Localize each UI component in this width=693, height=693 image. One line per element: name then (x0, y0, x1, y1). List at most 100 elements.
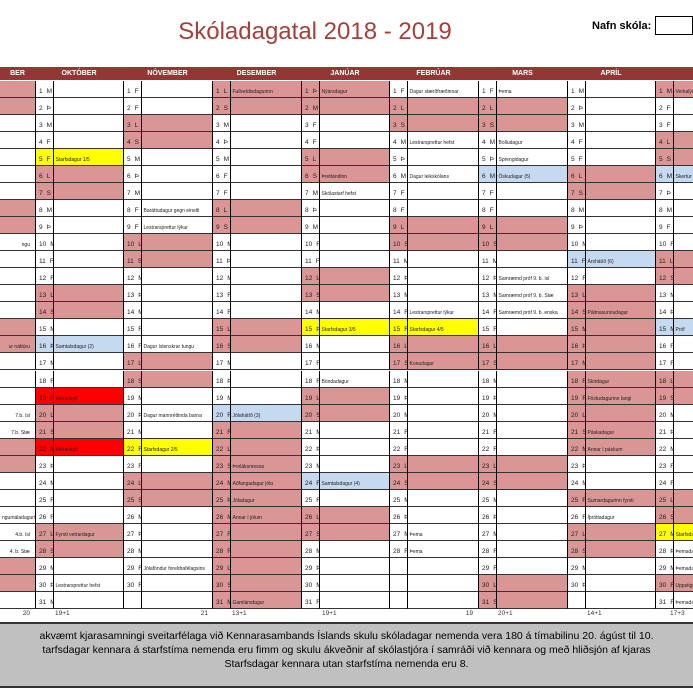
day-cell[interactable]: 30S (212, 574, 231, 592)
event-cell[interactable]: Þorláksmessa (230, 455, 301, 473)
event-cell[interactable]: Starfsdagur 5/5 (673, 523, 693, 541)
day-cell[interactable]: 11 F (567, 251, 586, 269)
event-cell[interactable]: Samtalsdagur (2) (53, 336, 123, 354)
event-cell[interactable] (496, 557, 567, 575)
event-cell[interactable] (585, 557, 655, 575)
event-cell[interactable]: Nýársdagur (319, 81, 389, 98)
event-cell[interactable] (53, 319, 123, 337)
event-cell[interactable]: Aðfangadagur jóla (230, 472, 301, 490)
day-cell[interactable]: 23M (301, 455, 320, 473)
day-cell[interactable]: 28S (567, 540, 586, 558)
event-cell[interactable] (673, 200, 693, 218)
day-cell[interactable]: 17M (567, 353, 586, 371)
event-cell[interactable] (53, 183, 123, 201)
event-cell[interactable] (53, 302, 123, 320)
event-cell[interactable]: Starfsdagur 4/5 (407, 319, 478, 337)
day-cell[interactable]: 21M (301, 421, 320, 439)
day-cell[interactable]: 16 L (478, 336, 497, 354)
event-cell[interactable] (230, 268, 301, 286)
day-cell[interactable]: 25 L (655, 489, 674, 507)
day-cell[interactable]: 10F (655, 234, 674, 252)
event-cell[interactable]: Lestrarsprettur hefst (53, 574, 123, 592)
day-cell[interactable]: 15M (35, 319, 54, 337)
day-cell[interactable]: 27Þ (123, 523, 142, 541)
event-cell[interactable]: Þemadagar (673, 591, 693, 609)
day-cell[interactable]: 14Þ (655, 302, 674, 320)
event-cell[interactable]: Sumardagurinn fyrsti (585, 489, 655, 507)
event-cell[interactable] (53, 455, 123, 473)
event-cell[interactable] (230, 183, 301, 201)
day-cell[interactable]: 18M (389, 370, 408, 388)
day-cell[interactable]: 24M (567, 472, 586, 490)
event-cell[interactable] (141, 98, 212, 116)
event-cell[interactable]: Fullveldisdagurinn (230, 81, 301, 98)
day-cell[interactable]: 10M (567, 234, 586, 252)
event-cell[interactable] (496, 489, 567, 507)
event-cell[interactable] (407, 183, 478, 201)
day-cell[interactable]: 13 L (567, 285, 586, 303)
event-cell[interactable] (673, 285, 693, 303)
day-cell[interactable]: 22F (478, 438, 497, 456)
day-cell[interactable]: 15Þ (301, 319, 320, 337)
september-event-cell[interactable]: 7.b. Stæ (0, 421, 35, 439)
event-cell[interactable] (53, 132, 123, 150)
day-cell[interactable]: 25S (123, 489, 142, 507)
event-cell[interactable] (230, 336, 301, 354)
event-cell[interactable] (141, 251, 212, 269)
event-cell[interactable] (673, 404, 693, 422)
event-cell[interactable] (407, 251, 478, 269)
day-cell[interactable]: 16F (655, 336, 674, 354)
event-cell[interactable] (230, 149, 301, 167)
event-cell[interactable] (230, 370, 301, 388)
day-cell[interactable]: 17 L (123, 353, 142, 371)
day-cell[interactable]: 19Þ (478, 387, 497, 405)
september-event-cell[interactable] (0, 166, 35, 184)
event-cell[interactable]: Þema (407, 523, 478, 541)
event-cell[interactable] (319, 251, 389, 269)
event-cell[interactable] (496, 200, 567, 218)
day-cell[interactable]: 29M (655, 557, 674, 575)
event-cell[interactable] (585, 234, 655, 252)
day-cell[interactable]: 16Þ (35, 336, 54, 354)
day-cell[interactable]: 24F (655, 472, 674, 490)
day-cell[interactable]: 18M (478, 370, 497, 388)
event-cell[interactable] (141, 132, 212, 150)
event-cell[interactable] (230, 200, 301, 218)
day-cell[interactable]: 13 L (35, 285, 54, 303)
day-cell[interactable]: 25M (478, 489, 497, 507)
september-event-cell[interactable] (0, 302, 35, 320)
september-event-cell[interactable] (0, 574, 35, 592)
event-cell[interactable] (141, 421, 212, 439)
event-cell[interactable] (673, 455, 693, 473)
event-cell[interactable]: Uppstigningardagur (673, 574, 693, 592)
event-cell[interactable] (230, 285, 301, 303)
event-cell[interactable]: Dagur stærðfræðinnar (407, 81, 478, 98)
event-cell[interactable] (141, 319, 212, 337)
day-cell[interactable]: 11 S (123, 251, 142, 269)
event-cell[interactable] (319, 540, 389, 558)
event-cell[interactable] (407, 370, 478, 388)
day-cell[interactable]: 12Þ (478, 268, 497, 286)
event-cell[interactable] (141, 523, 212, 541)
event-cell[interactable]: Vetrarleyfi (53, 387, 123, 405)
day-cell[interactable]: 23 L (478, 455, 497, 473)
day-cell[interactable]: 15 L (212, 319, 231, 337)
day-cell[interactable]: 12M (212, 268, 231, 286)
event-cell[interactable] (53, 353, 123, 371)
event-cell[interactable] (496, 591, 567, 609)
